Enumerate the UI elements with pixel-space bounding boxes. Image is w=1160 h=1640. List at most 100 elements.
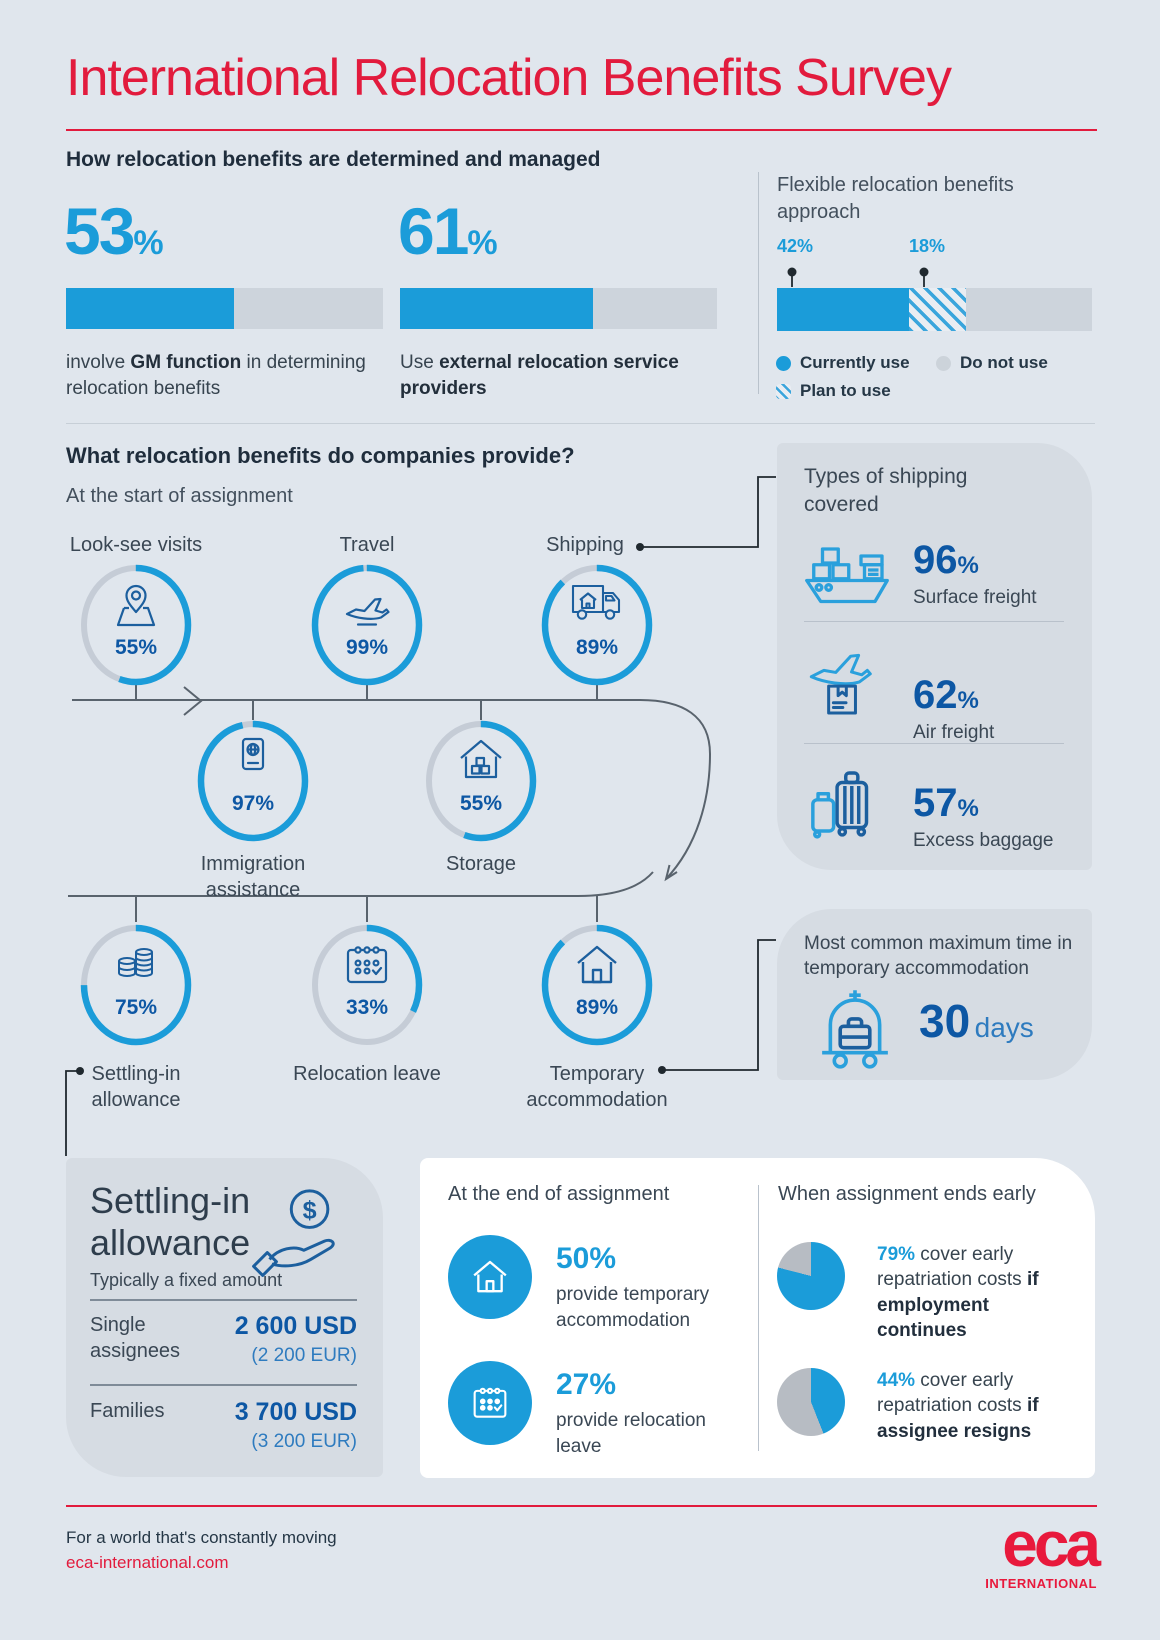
settling-row2-eur: (3 200 EUR) [251,1431,357,1452]
temp-accommodation-panel: Most common maximum time in temporary ac… [777,909,1092,1080]
legend-currently-label: Currently use [800,353,910,372]
ring-temp-accommodation: 89% [538,921,656,1049]
ring-relocation-leave: 33% [308,921,426,1049]
ring-look-see: 55% [77,561,195,689]
excess-baggage-label: Excess baggage [913,830,1054,851]
eca-logo-subtext: INTERNATIONAL [985,1576,1097,1591]
end-panel-divider [758,1185,759,1451]
end-item2-text: provide relocation leave [556,1410,706,1457]
stat-gm-caption: involve GM function in determining reloc… [66,352,366,400]
footer-tagline: For a world that's constantly moving [66,1528,337,1547]
settling-row2-values: 3 700 USD (3 200 EUR) [187,1398,357,1453]
settling-rule-2 [90,1384,357,1386]
end-panel-heading: At the end of assignment [448,1183,670,1205]
end-item2-value: 27% [556,1368,617,1401]
end-item1-circle [448,1235,532,1319]
stat-external-bar [400,288,717,329]
section1-heading: How relocation benefits are determined a… [66,148,601,171]
early-panel-heading: When assignment ends early [778,1183,1036,1205]
settling-row1-eur: (2 200 EUR) [251,1345,357,1366]
progress-ring [541,924,653,1046]
calendar-icon [341,941,393,989]
ring-pct: 33% [345,996,389,1019]
label-settling-allowance: Settling-in allowance [91,1063,181,1111]
label-relocation-leave: Relocation leave [293,1063,441,1085]
passport-icon [227,737,279,785]
settling-row1-values: 2 600 USD (2 200 EUR) [187,1312,357,1367]
ring-settling: 75% [77,921,195,1049]
flex-heading: Flexible relocation benefits approach [777,174,1014,223]
legend-donot-swatch [936,355,951,371]
label-look-see-visits: Look-see visits [69,534,203,556]
legend-plan-swatch [776,383,791,399]
stat-gm-bar-fill [66,288,234,329]
label-shipping: Shipping [546,534,624,556]
flex-divider [758,172,759,394]
ring-pct: 89% [575,636,619,659]
timeline-chevron-icon [183,686,203,716]
flex-bar [777,288,1092,331]
settling-row1-usd: 2 600 USD [234,1312,357,1340]
ring-immigration: 97% [194,717,312,845]
label-temp-accommodation: Temporary accommodation [526,1063,668,1111]
label-travel: Travel [339,534,395,556]
eca-logo-text: eca [1002,1508,1101,1580]
hand-dollar-icon: $ [244,1184,350,1280]
luggage-icon [799,761,889,849]
label-immigration: Immigration assistance [200,853,306,901]
progress-ring [425,720,537,842]
progress-ring [311,564,423,686]
ring-storage: 55% [422,717,540,845]
ring-pct: 97% [231,792,275,815]
stat-external-bar-fill [400,288,594,329]
progress-ring [311,924,423,1046]
map-pin-icon [110,581,162,629]
flex-bar-hatch [909,288,966,331]
shipping-panel: Types of shipping covered 96% Surface fr… [777,443,1092,870]
calendar-white-icon [469,1383,511,1423]
shipping-divider-2 [804,743,1064,744]
coins-icon [110,941,162,985]
settling-panel-title: Settling-in allowance [90,1180,251,1264]
ring-shipping: 89% [538,561,656,689]
plane-takeoff-icon [341,581,393,629]
header-divider [66,129,1097,131]
legend-donot-label: Do not use [960,353,1048,372]
end-item1-value: 50% [556,1242,617,1275]
surface-freight-label: Surface freight [913,587,1037,608]
section2-divider [66,423,1095,424]
flex-leader-dot-1 [787,267,797,277]
flex-bar-currently [777,288,910,331]
shipping-divider-1 [804,621,1064,622]
stat-external-value: 61% [398,194,498,268]
temp-panel-value: 30 days [919,995,1034,1047]
end-item2-circle [448,1361,532,1445]
temp-connector [662,939,776,1071]
section2-subheading: At the start of assignment [66,485,293,507]
shipping-panel-heading: Types of shipping covered [804,465,968,516]
progress-ring [197,720,309,842]
pie-employment-continues [777,1242,845,1310]
settling-subtitle: Typically a fixed amount [90,1270,283,1290]
cargo-ship-icon [797,535,897,605]
air-freight-value: 62% [913,673,979,717]
legend-currently-swatch [776,355,791,371]
moving-truck-icon [570,581,624,623]
air-freight-label: Air freight [913,722,995,743]
air-freight-icon [805,641,887,725]
temp-panel-heading: Most common maximum time in temporary ac… [804,933,1073,980]
luggage-trolley-icon [809,983,901,1073]
early-item1-text: 79% cover early repatriation costs if em… [877,1244,1039,1341]
footer-url[interactable]: eca-international.com [66,1553,229,1572]
excess-baggage-value: 57% [913,781,979,825]
early-item2-text: 44% cover early repatriation costs if as… [877,1370,1039,1442]
settling-row1-label: Single assignees [90,1314,181,1362]
house-icon [571,941,623,989]
settling-rule-1 [90,1299,357,1301]
house-white-icon [468,1257,512,1297]
surface-freight-value: 96% [913,538,979,582]
timeline-arrowhead-icon [664,864,678,882]
stat-gm-value: 53% [64,194,164,268]
label-storage: Storage [445,853,517,875]
